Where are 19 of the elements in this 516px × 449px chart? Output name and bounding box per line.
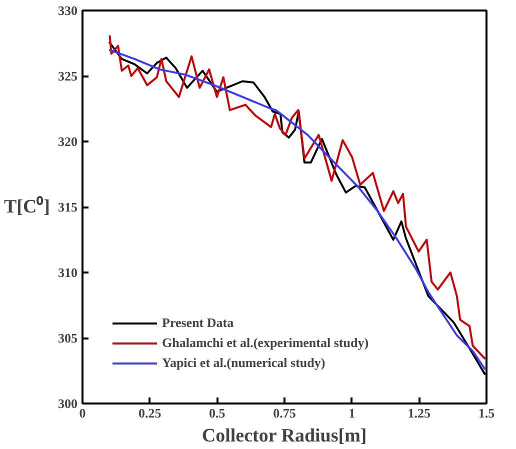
x-tick-label: 0.75 [273,406,296,420]
legend-label: Yapici et al.(numerical study) [162,355,326,371]
x-tick-label: 1.5 [478,406,496,420]
y-tick-label: 315 [58,200,78,214]
x-tick-label: 0 [79,406,86,420]
x-tick-label: 1 [348,406,356,420]
y-tick-label: 300 [58,396,78,411]
y-axis-title: T[C⁰] [4,196,50,218]
y-tick-label: 310 [58,265,78,280]
y-tick-label: 305 [58,330,78,346]
x-tick-label: 1.25 [408,406,432,420]
y-tick-label: 320 [58,134,78,149]
legend-label: Present Data [162,315,234,331]
y-tick-label: 325 [58,68,78,84]
y-tick-label: 330 [58,3,78,18]
legend-label: Ghalamchi et al.(experimental study) [162,335,369,351]
x-tick-label: 0.5 [209,406,226,420]
x-axis-title: Collector Radius[m] [202,426,367,446]
x-tick-label: 0.25 [138,406,162,420]
